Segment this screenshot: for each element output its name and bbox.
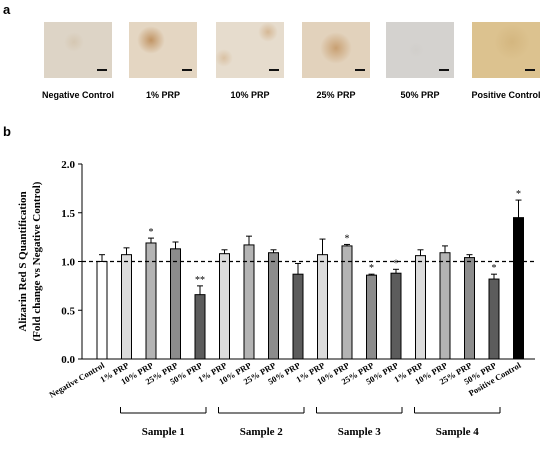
- bar: [415, 255, 426, 360]
- bar: [341, 245, 353, 360]
- group-label: Sample 4: [436, 426, 480, 438]
- micrograph-label: 10% PRP: [230, 90, 270, 100]
- significance-mark: **: [195, 275, 205, 286]
- bar: [121, 254, 132, 360]
- bar: [317, 254, 328, 360]
- significance-mark: *: [394, 258, 399, 269]
- stain-spot: [408, 42, 424, 58]
- micrograph-image: [216, 22, 284, 78]
- group-label: Sample 1: [142, 426, 185, 438]
- stain-spot: [494, 24, 530, 60]
- y-axis-title-line2: (Fold change vs Negative Control): [31, 181, 43, 341]
- y-tick-label: 0.5: [61, 305, 75, 317]
- bar-chart: 0.0 0.5 1.0 1.5 2.0 Alizarin Red S Quantifica…: [17, 159, 535, 438]
- micrograph-image: [302, 22, 370, 78]
- group-label: Sample 3: [338, 426, 382, 438]
- y-axis-title-line1: Alizarin Red S Quantification: [17, 191, 29, 331]
- scale-bar: [97, 69, 107, 71]
- micrograph-image: [129, 22, 197, 78]
- y-tick-label: 1.0: [61, 257, 75, 269]
- scale-bar: [355, 69, 365, 71]
- bar: [439, 252, 451, 360]
- y-tick-label: 2.0: [61, 159, 75, 171]
- group-label: Sample 2: [240, 426, 284, 438]
- scale-bar: [269, 69, 279, 71]
- micrograph-image: [386, 22, 454, 78]
- significance-mark: *: [149, 227, 154, 238]
- bar: [488, 278, 500, 360]
- bar: [194, 294, 206, 360]
- bar: [390, 272, 402, 360]
- bar: [464, 257, 475, 360]
- micrograph-image: [44, 22, 112, 78]
- scale-bar: [525, 69, 535, 71]
- x-tick-label: Negative Control: [47, 360, 106, 400]
- scale-bar: [182, 69, 192, 71]
- bar: [268, 252, 279, 360]
- bar: [145, 242, 157, 360]
- y-tick-label: 1.5: [61, 208, 75, 220]
- panel-b-letter: b: [3, 124, 11, 139]
- bar: [96, 261, 108, 360]
- micrograph-image: [472, 22, 540, 78]
- significance-mark: *: [345, 233, 350, 244]
- bar: [513, 217, 524, 360]
- scale-bar: [439, 69, 449, 71]
- bar: [170, 248, 181, 360]
- micrograph-label: 50% PRP: [400, 90, 440, 100]
- stain-spot: [258, 22, 278, 42]
- significance-mark: *: [492, 263, 497, 274]
- y-tick-label: 0.0: [61, 354, 75, 366]
- stain-spot: [320, 32, 352, 64]
- significance-mark: *: [369, 263, 374, 274]
- micrograph-label: 1% PRP: [145, 90, 180, 100]
- stain-spot: [216, 49, 233, 67]
- panel-a-letter: a: [3, 2, 11, 17]
- bar: [219, 253, 230, 360]
- micrograph-label: Negative Control: [41, 90, 114, 100]
- micrograph-label: Positive Control: [471, 90, 541, 100]
- bar: [366, 274, 377, 360]
- bar: [292, 273, 304, 360]
- stain-spot: [64, 32, 84, 52]
- micrograph-label: 25% PRP: [316, 90, 356, 100]
- significance-mark: *: [516, 189, 521, 200]
- stain-spot: [137, 26, 165, 54]
